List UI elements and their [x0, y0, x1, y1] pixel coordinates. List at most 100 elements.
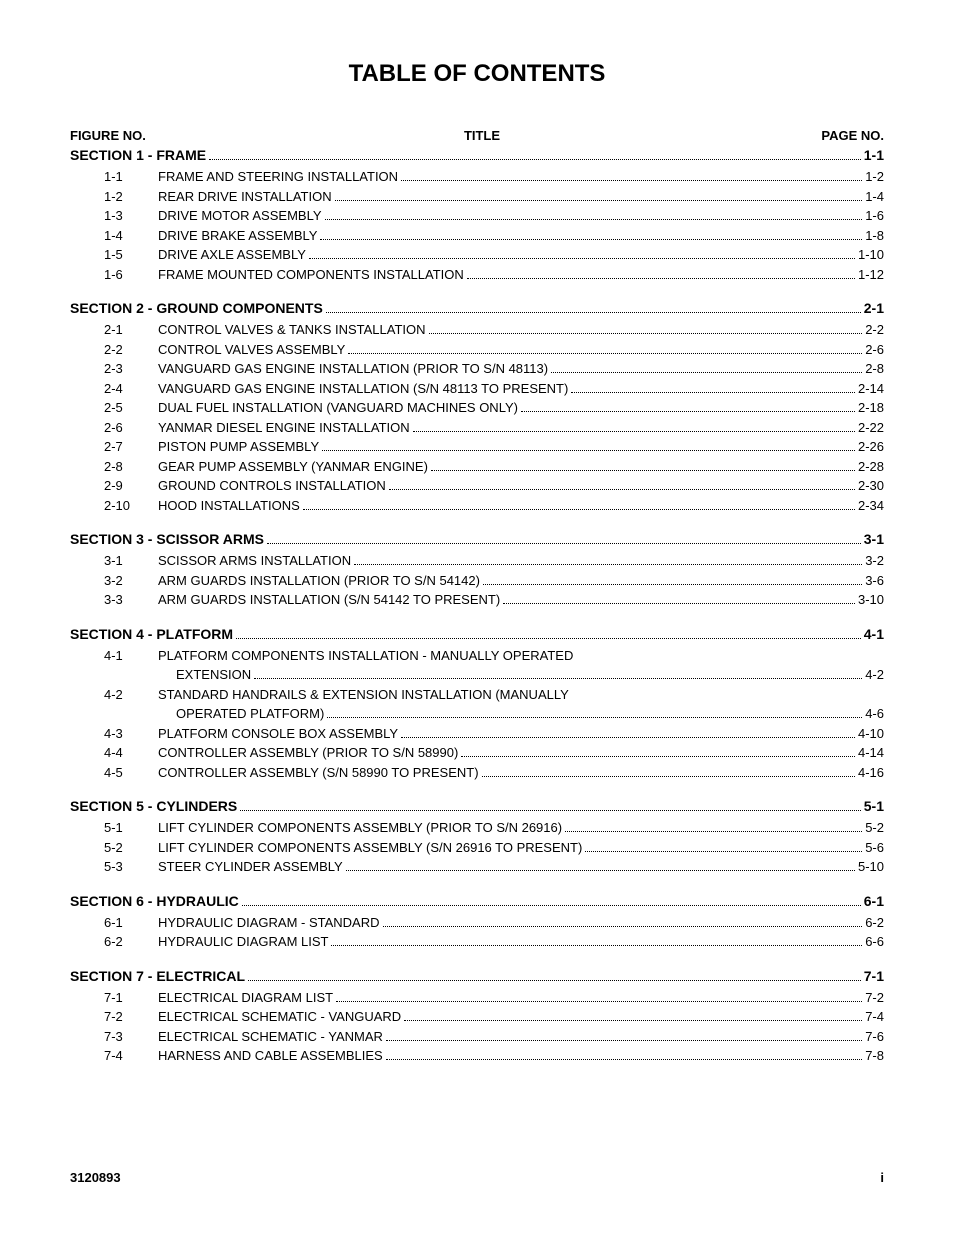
entry-figure: 4-2 [70, 685, 158, 705]
entry-figure: 3-3 [70, 590, 158, 610]
leader-dots [327, 717, 862, 718]
entry-title: DRIVE BRAKE ASSEMBLY [158, 226, 317, 246]
entry-figure: 3-2 [70, 571, 158, 591]
entry-figure: 2-7 [70, 437, 158, 457]
entry-page: 2-22 [858, 418, 884, 438]
entry-title: LIFT CYLINDER COMPONENTS ASSEMBLY (S/N 2… [158, 838, 582, 858]
entry-figure: 1-6 [70, 265, 158, 285]
leader-dots [242, 905, 861, 906]
leader-dots [467, 278, 855, 279]
entry-figure: 1-3 [70, 206, 158, 226]
entry-page: 1-6 [865, 206, 884, 226]
section-header: SECTION 6 - HYDRAULIC 6-1 [70, 893, 884, 909]
leader-dots [322, 450, 855, 451]
entry-title: REAR DRIVE INSTALLATION [158, 187, 332, 207]
leader-dots [386, 1059, 863, 1060]
toc-entry: 5-1LIFT CYLINDER COMPONENTS ASSEMBLY (PR… [70, 818, 884, 838]
footer-right: i [880, 1170, 884, 1185]
entry-title: HYDRAULIC DIAGRAM LIST [158, 932, 328, 952]
entry-page: 2-28 [858, 457, 884, 477]
entry-page: 6-6 [865, 932, 884, 952]
leader-dots [335, 200, 863, 201]
entry-title: ARM GUARDS INSTALLATION (S/N 54142 TO PR… [158, 590, 500, 610]
section-label: SECTION 5 - CYLINDERS [70, 798, 237, 814]
entry-title: ELECTRICAL SCHEMATIC - VANGUARD [158, 1007, 401, 1027]
leader-dots [482, 776, 855, 777]
section-page: 1-1 [864, 147, 884, 163]
entry-title: GROUND CONTROLS INSTALLATION [158, 476, 386, 496]
entry-figure: 3-1 [70, 551, 158, 571]
entry-title: ELECTRICAL SCHEMATIC - YANMAR [158, 1027, 383, 1047]
entry-page: 5-6 [865, 838, 884, 858]
entry-page: 2-6 [865, 340, 884, 360]
toc-entry: 4-2STANDARD HANDRAILS & EXTENSION INSTAL… [70, 685, 884, 705]
leader-dots [483, 584, 862, 585]
toc-entry: 4-3PLATFORM CONSOLE BOX ASSEMBLY 4-10 [70, 724, 884, 744]
footer-left: 3120893 [70, 1170, 121, 1185]
toc-entry: 2-9GROUND CONTROLS INSTALLATION 2-30 [70, 476, 884, 496]
toc-entry: 3-2ARM GUARDS INSTALLATION (PRIOR TO S/N… [70, 571, 884, 591]
section-page: 3-1 [864, 531, 884, 547]
toc-entry: 2-6YANMAR DIESEL ENGINE INSTALLATION 2-2… [70, 418, 884, 438]
entry-figure: 2-4 [70, 379, 158, 399]
toc-entry: 1-4DRIVE BRAKE ASSEMBLY 1-8 [70, 226, 884, 246]
entry-page: 5-2 [865, 818, 884, 838]
toc-entry: 4-4CONTROLLER ASSEMBLY (PRIOR TO S/N 589… [70, 743, 884, 763]
leader-dots [331, 945, 862, 946]
entry-figure: 7-4 [70, 1046, 158, 1066]
entry-title: HOOD INSTALLATIONS [158, 496, 300, 516]
entry-title: VANGUARD GAS ENGINE INSTALLATION (S/N 48… [158, 379, 568, 399]
section-header: SECTION 2 - GROUND COMPONENTS 2-1 [70, 300, 884, 316]
page-title: TABLE OF CONTENTS [70, 60, 884, 88]
toc-entry: 2-3VANGUARD GAS ENGINE INSTALLATION (PRI… [70, 359, 884, 379]
leader-dots [565, 831, 862, 832]
section-header: SECTION 7 - ELECTRICAL 7-1 [70, 968, 884, 984]
entry-page: 2-26 [858, 437, 884, 457]
entry-page: 6-2 [865, 913, 884, 933]
entry-title-continued: EXTENSION [158, 665, 251, 685]
page-footer: 3120893 i [70, 1170, 884, 1185]
section-header: SECTION 1 - FRAME 1-1 [70, 147, 884, 163]
section-header: SECTION 5 - CYLINDERS 5-1 [70, 798, 884, 814]
entry-title: PISTON PUMP ASSEMBLY [158, 437, 319, 457]
leader-dots [303, 509, 855, 510]
entry-title: CONTROLLER ASSEMBLY (S/N 58990 TO PRESEN… [158, 763, 479, 783]
leader-dots [336, 1001, 862, 1002]
entry-page: 1-4 [865, 187, 884, 207]
leader-dots [254, 678, 862, 679]
entry-figure: 2-1 [70, 320, 158, 340]
section-label: SECTION 6 - HYDRAULIC [70, 893, 239, 909]
toc-entry: 2-7PISTON PUMP ASSEMBLY 2-26 [70, 437, 884, 457]
leader-dots [389, 489, 855, 490]
toc-entry: 4-1PLATFORM COMPONENTS INSTALLATION - MA… [70, 646, 884, 666]
toc-entry: 7-4HARNESS AND CABLE ASSEMBLIES 7-8 [70, 1046, 884, 1066]
leader-dots [585, 851, 862, 852]
leader-dots [325, 219, 863, 220]
entry-title: FRAME AND STEERING INSTALLATION [158, 167, 398, 187]
toc-body: SECTION 1 - FRAME 1-11-1 FRAME AND STEERI… [70, 147, 884, 1066]
entry-figure: 2-9 [70, 476, 158, 496]
section-label: SECTION 7 - ELECTRICAL [70, 968, 245, 984]
entry-figure: 4-4 [70, 743, 158, 763]
toc-entry: 1-6FRAME MOUNTED COMPONENTS INSTALLATION… [70, 265, 884, 285]
entry-page: 2-14 [858, 379, 884, 399]
entry-figure: 4-5 [70, 763, 158, 783]
entry-title: ELECTRICAL DIAGRAM LIST [158, 988, 333, 1008]
entry-figure: 1-2 [70, 187, 158, 207]
toc-entry: 6-1HYDRAULIC DIAGRAM - STANDARD 6-2 [70, 913, 884, 933]
entry-title: GEAR PUMP ASSEMBLY (YANMAR ENGINE) [158, 457, 428, 477]
section-label: SECTION 4 - PLATFORM [70, 626, 233, 642]
section-page: 5-1 [864, 798, 884, 814]
entry-page: 7-4 [865, 1007, 884, 1027]
entry-page: 2-18 [858, 398, 884, 418]
entry-page: 1-8 [865, 226, 884, 246]
entry-figure: 2-3 [70, 359, 158, 379]
entry-figure: 5-3 [70, 857, 158, 877]
section-page: 2-1 [864, 300, 884, 316]
entry-title: HARNESS AND CABLE ASSEMBLIES [158, 1046, 383, 1066]
section-header: SECTION 4 - PLATFORM 4-1 [70, 626, 884, 642]
entry-title: DRIVE AXLE ASSEMBLY [158, 245, 306, 265]
entry-title: VANGUARD GAS ENGINE INSTALLATION (PRIOR … [158, 359, 548, 379]
leader-dots [326, 312, 861, 313]
entry-figure: 7-1 [70, 988, 158, 1008]
